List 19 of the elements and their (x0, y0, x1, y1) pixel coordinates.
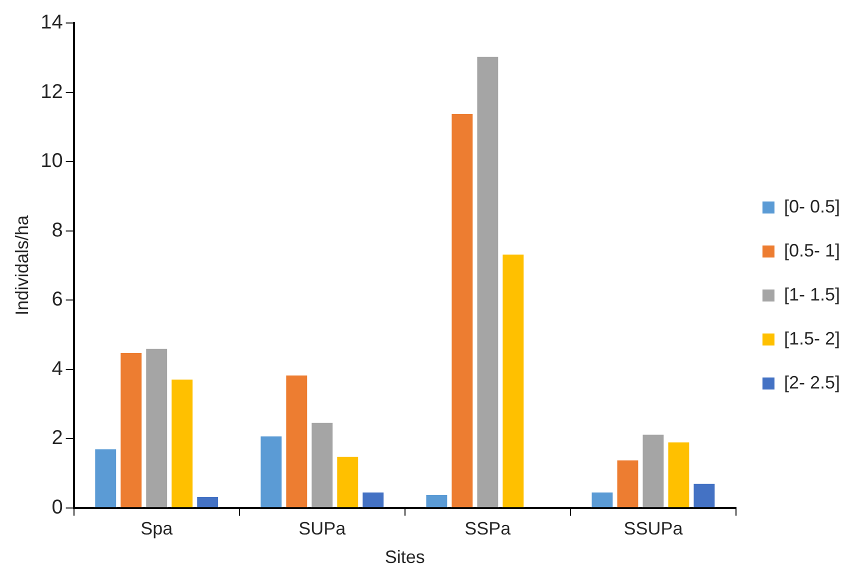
legend-label: [0.5- 1] (784, 240, 840, 260)
x-axis-title: Sites (384, 547, 425, 568)
legend-label: [1- 1.5] (784, 284, 840, 304)
y-axis-title: Individals/ha (12, 214, 32, 316)
legend-label: [0- 0.5] (784, 196, 840, 216)
x-tick-label: SUPa (298, 518, 347, 539)
legend-label: [1.5- 2] (784, 328, 840, 348)
legend-label: [2- 2.5] (784, 372, 840, 392)
y-tick-label: 0 (52, 496, 63, 518)
y-tick-label: 12 (40, 80, 63, 103)
y-tick-label: 14 (40, 12, 63, 34)
x-tick-label: Spa (140, 518, 174, 539)
y-tick-label: 2 (52, 427, 63, 450)
y-tick-label: 4 (52, 358, 63, 380)
x-tick-label: SSUPa (624, 518, 684, 539)
y-tick-label: 6 (52, 288, 63, 311)
y-tick-label: 10 (40, 150, 63, 172)
x-tick-label: SSPa (464, 518, 512, 539)
y-tick-label: 8 (52, 219, 63, 242)
